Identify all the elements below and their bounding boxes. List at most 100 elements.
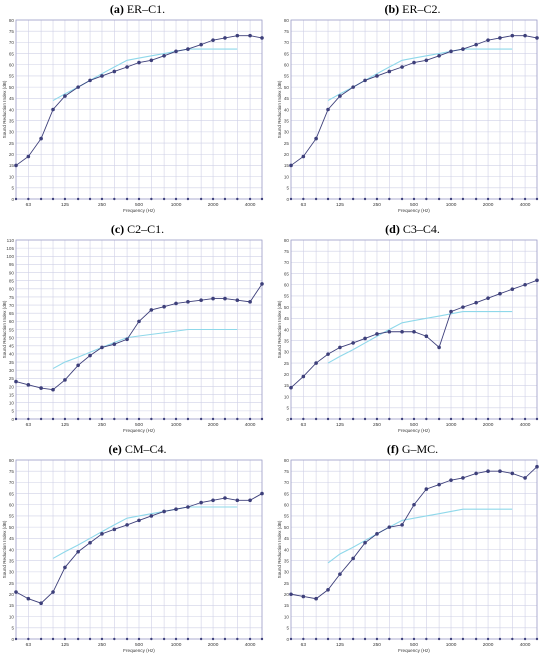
y-axis-label: Sound Reduction Index (dB) (277, 520, 282, 578)
axis-point (248, 417, 252, 421)
x-axis-label: Frequency (Hz) (398, 428, 430, 433)
axis-point (27, 417, 30, 421)
data-point (125, 65, 129, 69)
y-tick-label: 70 (284, 480, 290, 485)
y-tick-label: 40 (284, 107, 290, 112)
data-point (510, 471, 515, 476)
x-tick-label: 63 (26, 202, 32, 208)
y-tick-label: 35 (9, 558, 15, 563)
y-tick-label: 15 (284, 603, 290, 608)
axis-point (400, 197, 404, 201)
grid-lines (290, 239, 538, 420)
data-point (26, 596, 31, 601)
chart-panel-c: (c) C2–C1. 0 5 10 15 20 25 30 35 40 45 50 55 60 65 70 7… (0, 220, 275, 440)
y-tick-label: 45 (284, 536, 290, 541)
data-point (223, 36, 227, 40)
axis-point (260, 197, 264, 201)
axis-point (523, 637, 527, 641)
x-tick-label: 4000 (245, 422, 256, 428)
axis-point (137, 417, 141, 421)
axis-point (51, 197, 55, 201)
data-point (437, 54, 441, 58)
chart-panel-b: (b) ER–C2. 0 5 10 15 20 25 30 35 40 45 50 55 60 65 70 7… (275, 0, 550, 220)
chart-title-e: (e) CM–C4. (108, 442, 167, 456)
axis-point (437, 637, 441, 641)
data-point (149, 58, 154, 63)
x-axis-label: Frequency (Hz) (123, 208, 155, 213)
data-point (424, 334, 429, 339)
y-tick-label: 5 (286, 626, 289, 631)
axis-point (211, 417, 215, 421)
axis-point (400, 417, 404, 421)
axis-point (211, 197, 215, 201)
axis-point (186, 417, 190, 421)
y-tick-label: 45 (9, 536, 15, 541)
axis-point (199, 197, 203, 201)
y-tick-label: 60 (284, 63, 290, 68)
data-point (63, 565, 67, 570)
axis-point (76, 637, 80, 641)
grid-lines (15, 239, 263, 420)
data-point (338, 345, 342, 350)
y-tick-label: 5 (286, 406, 289, 411)
y-tick-label: 10 (9, 614, 15, 619)
y-axis-label: Sound Reduction Index (dB) (2, 80, 7, 138)
axis-point (314, 197, 318, 201)
x-tick-label: 63 (26, 642, 32, 648)
data-point (437, 482, 441, 487)
data-point (314, 361, 318, 365)
y-tick-label: 65 (284, 271, 290, 276)
x-axis-label: Frequency (Hz) (398, 648, 430, 653)
y-tick-label: 110 (7, 238, 15, 243)
axis-point (498, 637, 502, 641)
data-point (235, 498, 240, 503)
axis-point (125, 637, 129, 641)
data-point (125, 337, 129, 342)
data-point (326, 587, 330, 592)
y-tick-label: 25 (9, 376, 15, 381)
axis-point (449, 637, 453, 641)
chart-d: 0 5 10 15 20 25 30 35 40 45 50 55 60 65 70 75 80 63 125 250… (277, 238, 539, 433)
axis-point (486, 197, 490, 201)
x-tick-label: 500 (135, 202, 143, 208)
y-tick-label: 80 (9, 18, 15, 23)
axis-point (199, 417, 203, 421)
data-point (248, 33, 252, 38)
x-tick-label: 125 (61, 422, 69, 428)
axis-point (535, 417, 539, 421)
axis-point (363, 637, 367, 641)
axis-point (248, 197, 252, 201)
data-point (449, 478, 453, 482)
axis-point (437, 197, 441, 201)
data-point (523, 282, 527, 287)
grid-lines (15, 459, 263, 640)
y-tick-label: 45 (9, 96, 15, 101)
data-point (14, 379, 18, 384)
y-tick-label: 25 (9, 581, 15, 586)
x-tick-label: 4000 (245, 202, 256, 208)
data-point (51, 590, 55, 594)
data-point (186, 505, 190, 509)
data-point (26, 383, 31, 387)
y-tick-label: 55 (9, 514, 15, 519)
axis-point (88, 417, 92, 421)
axis-point (412, 417, 416, 421)
y-tick-label: 35 (9, 360, 15, 365)
y-tick-label: 30 (284, 570, 290, 575)
y-tick-label: 40 (284, 547, 290, 552)
axis-point (461, 417, 465, 421)
y-tick-label: 50 (9, 525, 15, 530)
y-tick-label: 30 (9, 368, 15, 373)
data-point (88, 540, 92, 545)
x-tick-label: 63 (26, 422, 32, 428)
data-point (76, 549, 80, 554)
data-point (412, 60, 416, 65)
data-point (248, 498, 252, 503)
data-point (88, 78, 92, 83)
axis-point (186, 197, 190, 201)
y-tick-label: 0 (11, 197, 14, 202)
data-point (174, 49, 178, 54)
axis-point (388, 417, 391, 421)
y-tick-label: 60 (9, 63, 15, 68)
axis-point (425, 637, 428, 641)
